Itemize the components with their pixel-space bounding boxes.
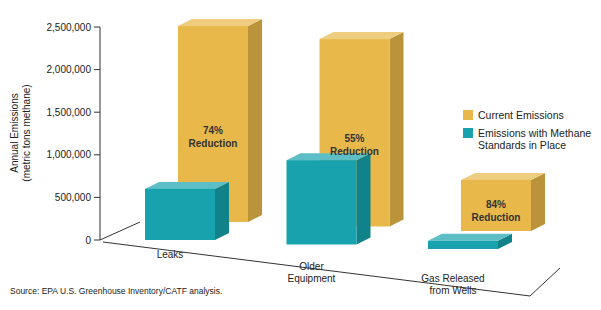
annotation: 84% Reduction — [472, 199, 521, 223]
bar — [428, 241, 498, 249]
bar — [287, 160, 357, 244]
bar-top — [145, 182, 229, 189]
annotation: 74% Reduction — [189, 125, 238, 149]
y-tick — [94, 27, 100, 28]
bar-top — [178, 19, 262, 26]
y-tick — [94, 69, 100, 70]
bar-3d — [287, 153, 371, 244]
x-tick-label: OlderEquipment — [288, 261, 336, 284]
text-line: Emissions with Methane — [478, 127, 591, 139]
text-line: Reduction — [472, 212, 521, 223]
bar-3d — [145, 182, 229, 240]
source: Source: EPA U.S. Greenhouse Inventory/CA… — [10, 286, 222, 296]
y-tick — [94, 197, 100, 198]
bar-side — [390, 32, 404, 226]
bar-side — [531, 173, 545, 231]
x-tick-label: Leaks — [157, 249, 184, 260]
text-line: Leaks — [157, 249, 184, 260]
text-line: Current Emissions — [478, 109, 564, 121]
text-line: Annual Emissions — [9, 93, 20, 172]
legend-label: Current Emissions — [478, 109, 564, 121]
bar-side — [248, 19, 262, 222]
y-axis-label: Annual Emissions(metric tons methane) — [9, 84, 32, 181]
bar-side — [215, 182, 229, 240]
y-tick-label: 2,000,000 — [47, 64, 92, 75]
bar — [461, 180, 531, 231]
text-line: (metric tons methane) — [21, 84, 32, 181]
y-tick-label: 500,000 — [55, 192, 92, 203]
text-line: Standards in Place — [478, 139, 566, 151]
legend-swatch — [463, 110, 473, 120]
text-line: Gas Released — [421, 273, 484, 284]
y-tick-label: 0 — [85, 235, 91, 246]
text-line: from Wells — [429, 285, 476, 296]
y-tick — [94, 112, 100, 113]
y-tick-label: 2,500,000 — [47, 22, 92, 33]
bar-side — [357, 153, 371, 244]
floor — [100, 222, 140, 240]
legend-swatch — [463, 128, 473, 138]
bar-top — [428, 234, 512, 241]
text-line: Older — [299, 261, 324, 272]
legend: Current Emissions Emissions with MethaneS… — [463, 109, 591, 151]
bar-top — [320, 32, 404, 39]
y-tick-label: 1,000,000 — [47, 149, 92, 160]
bar — [145, 189, 215, 240]
y-label-group: Annual Emissions(metric tons methane) — [9, 84, 32, 181]
y-tick — [94, 154, 100, 155]
x-tick-label: Gas Releasedfrom Wells — [421, 273, 484, 296]
y-axis — [100, 27, 101, 240]
y-tick-label: 1,500,000 — [47, 107, 92, 118]
legend-label: Emissions with MethaneStandards in Place — [478, 127, 591, 151]
bar-3d — [428, 234, 512, 249]
text-line: 74% — [203, 125, 223, 136]
bar-3d — [461, 173, 545, 231]
bar-top — [461, 173, 545, 180]
chart: 0 500,000 1,000,000 1,500,000 2,000,000 2,500… — [0, 0, 601, 310]
text-line: 84% — [486, 199, 506, 210]
text-line: 55% — [344, 133, 364, 144]
text-line: Equipment — [288, 273, 336, 284]
text-line: Reduction — [330, 146, 379, 157]
y-tick — [94, 240, 100, 241]
annotation: 55% Reduction — [330, 133, 379, 157]
text-line: Reduction — [189, 138, 238, 149]
